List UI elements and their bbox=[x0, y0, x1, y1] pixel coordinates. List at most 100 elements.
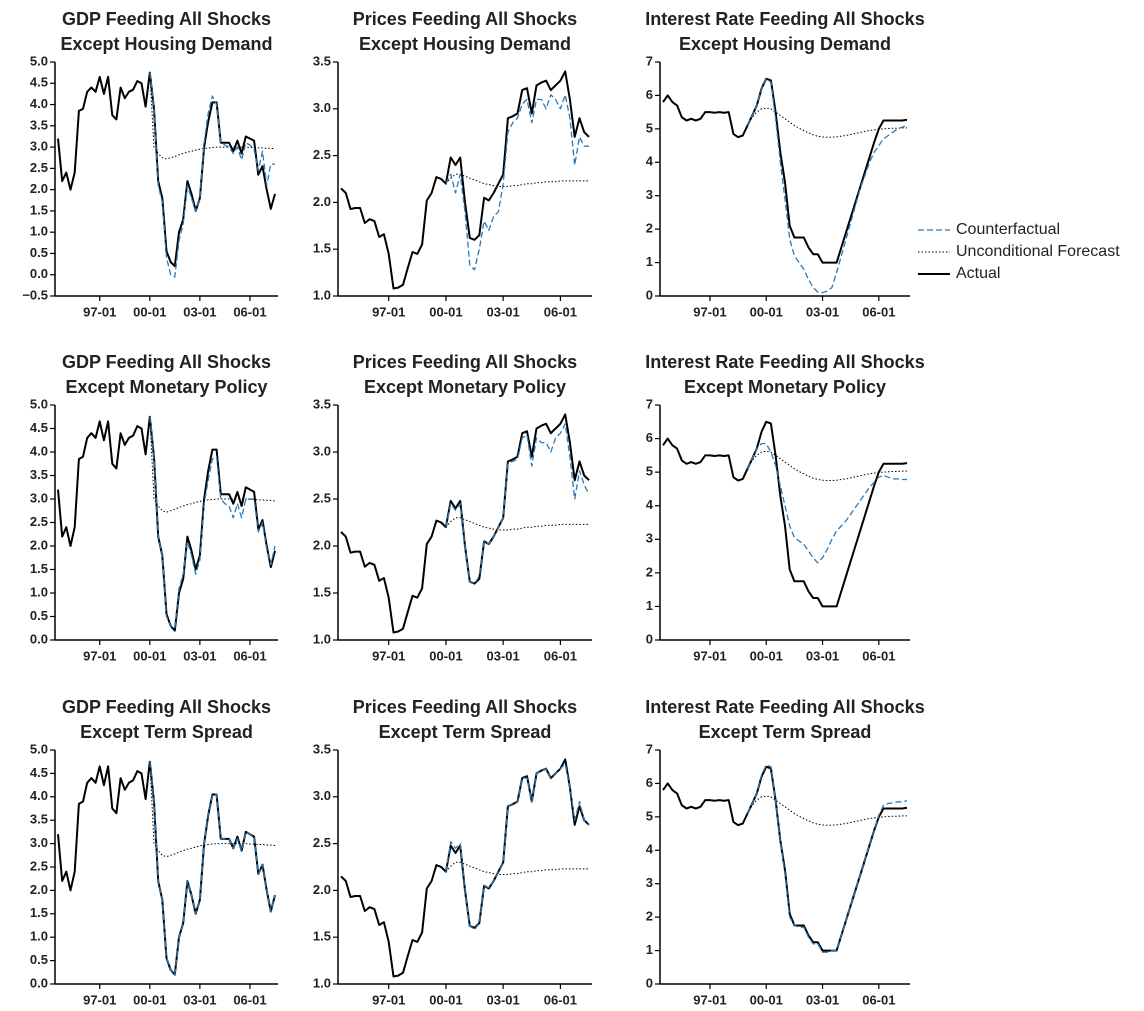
y-tick-label: 2.0 bbox=[30, 181, 48, 196]
x-tick-label: 03-01 bbox=[183, 992, 216, 1007]
y-tick-label: 1.0 bbox=[313, 975, 331, 990]
y-tick-label: 1.5 bbox=[30, 561, 48, 576]
x-tick-label: 06-01 bbox=[544, 992, 577, 1007]
y-tick-label: 2.0 bbox=[30, 537, 48, 552]
x-tick-label: 97-01 bbox=[693, 992, 726, 1007]
y-tick-label: 2.5 bbox=[313, 835, 331, 850]
y-tick-label: 0 bbox=[646, 631, 653, 646]
chart-title: Except Housing Demand bbox=[60, 34, 272, 54]
y-tick-label: 3.0 bbox=[30, 490, 48, 505]
y-tick-label: 1 bbox=[646, 942, 653, 957]
chart-title: GDP Feeding All Shocks bbox=[62, 352, 271, 372]
y-tick-label: 3 bbox=[646, 875, 653, 890]
x-tick-label: 97-01 bbox=[83, 648, 116, 663]
legend-label: Actual bbox=[956, 265, 1000, 282]
y-tick-label: 3.5 bbox=[30, 812, 48, 827]
series-line bbox=[57, 760, 276, 976]
y-tick-label: 1.0 bbox=[30, 224, 48, 239]
y-tick-label: 1.5 bbox=[30, 905, 48, 920]
y-tick-label: 0.0 bbox=[30, 975, 48, 990]
x-tick-label: 00-01 bbox=[429, 304, 462, 319]
x-tick-label: 03-01 bbox=[183, 304, 216, 319]
chart-title: Interest Rate Feeding All Shocks bbox=[645, 9, 924, 29]
series-line bbox=[445, 763, 590, 931]
x-tick-label: 97-01 bbox=[83, 992, 116, 1007]
x-tick-label: 06-01 bbox=[544, 648, 577, 663]
series-line bbox=[662, 77, 908, 264]
y-tick-label: 2 bbox=[646, 564, 653, 579]
y-tick-label: 2.0 bbox=[313, 537, 331, 552]
y-tick-label: 3.5 bbox=[30, 117, 48, 132]
chart-title: Prices Feeding All Shocks bbox=[353, 697, 577, 717]
x-tick-label: 97-01 bbox=[372, 648, 405, 663]
y-tick-label: 6 bbox=[646, 87, 653, 102]
y-tick-label: 7 bbox=[646, 396, 653, 411]
series-line bbox=[149, 416, 276, 629]
y-tick-label: 4.5 bbox=[30, 75, 48, 90]
x-tick-label: 00-01 bbox=[429, 992, 462, 1007]
x-tick-label: 00-01 bbox=[133, 648, 166, 663]
y-tick-label: 5 bbox=[646, 120, 653, 135]
y-tick-label: 5.0 bbox=[30, 396, 48, 411]
chart-title: Except Term Spread bbox=[379, 722, 552, 742]
y-tick-label: 3.0 bbox=[30, 835, 48, 850]
y-tick-label: 7 bbox=[646, 741, 653, 756]
x-tick-label: 97-01 bbox=[693, 648, 726, 663]
y-tick-label: 0.0 bbox=[30, 631, 48, 646]
y-tick-label: 6 bbox=[646, 430, 653, 445]
series-line bbox=[445, 517, 589, 531]
series-line bbox=[340, 70, 590, 290]
series-line bbox=[746, 764, 908, 953]
y-tick-label: 3.5 bbox=[313, 53, 331, 68]
series-line bbox=[149, 416, 276, 513]
y-tick-label: 3.5 bbox=[313, 396, 331, 411]
series-line bbox=[340, 758, 590, 978]
y-tick-label: 7 bbox=[646, 53, 653, 68]
y-tick-label: 2.0 bbox=[30, 882, 48, 897]
y-tick-label: 3.0 bbox=[313, 788, 331, 803]
y-tick-label: 6 bbox=[646, 775, 653, 790]
y-tick-label: 3.0 bbox=[30, 139, 48, 154]
x-tick-label: 06-01 bbox=[862, 304, 895, 319]
x-tick-label: 00-01 bbox=[133, 304, 166, 319]
series-line bbox=[149, 761, 276, 858]
y-tick-label: 1.0 bbox=[30, 929, 48, 944]
chart-title: Except Term Spread bbox=[699, 722, 872, 742]
series-line bbox=[662, 420, 908, 608]
x-tick-label: 00-01 bbox=[429, 648, 462, 663]
x-tick-label: 03-01 bbox=[487, 304, 520, 319]
y-tick-label: 1.5 bbox=[30, 202, 48, 217]
y-tick-label: 4.0 bbox=[30, 788, 48, 803]
y-tick-label: 1.5 bbox=[313, 584, 331, 599]
y-tick-label: 1 bbox=[646, 598, 653, 613]
x-tick-label: 03-01 bbox=[183, 648, 216, 663]
x-tick-label: 97-01 bbox=[372, 304, 405, 319]
x-tick-label: 03-01 bbox=[487, 648, 520, 663]
chart-title: Except Housing Demand bbox=[359, 34, 571, 54]
chart-title: Prices Feeding All Shocks bbox=[353, 352, 577, 372]
chart-title: Interest Rate Feeding All Shocks bbox=[645, 352, 924, 372]
chart-title: Except Term Spread bbox=[80, 722, 253, 742]
chart-title: Prices Feeding All Shocks bbox=[353, 9, 577, 29]
x-tick-label: 06-01 bbox=[862, 648, 895, 663]
y-tick-label: 2 bbox=[646, 909, 653, 924]
y-tick-label: 4.5 bbox=[30, 420, 48, 435]
y-tick-label: 3 bbox=[646, 187, 653, 202]
series-line bbox=[746, 78, 908, 294]
y-tick-label: 0.5 bbox=[30, 608, 48, 623]
series-line bbox=[746, 442, 907, 564]
y-tick-label: 0.0 bbox=[30, 266, 48, 281]
x-tick-label: 06-01 bbox=[233, 304, 266, 319]
series-line bbox=[149, 72, 276, 160]
y-tick-label: 0.5 bbox=[30, 245, 48, 260]
y-tick-label: 2.5 bbox=[313, 147, 331, 162]
x-tick-label: 03-01 bbox=[806, 648, 839, 663]
y-tick-label: 2.5 bbox=[30, 514, 48, 529]
x-tick-label: 03-01 bbox=[806, 304, 839, 319]
chart-title: Except Housing Demand bbox=[679, 34, 891, 54]
series-line bbox=[747, 795, 907, 826]
y-tick-label: 0 bbox=[646, 975, 653, 990]
y-tick-label: 4.0 bbox=[30, 443, 48, 458]
y-tick-label: 2.0 bbox=[313, 882, 331, 897]
y-tick-label: 4.0 bbox=[30, 96, 48, 111]
